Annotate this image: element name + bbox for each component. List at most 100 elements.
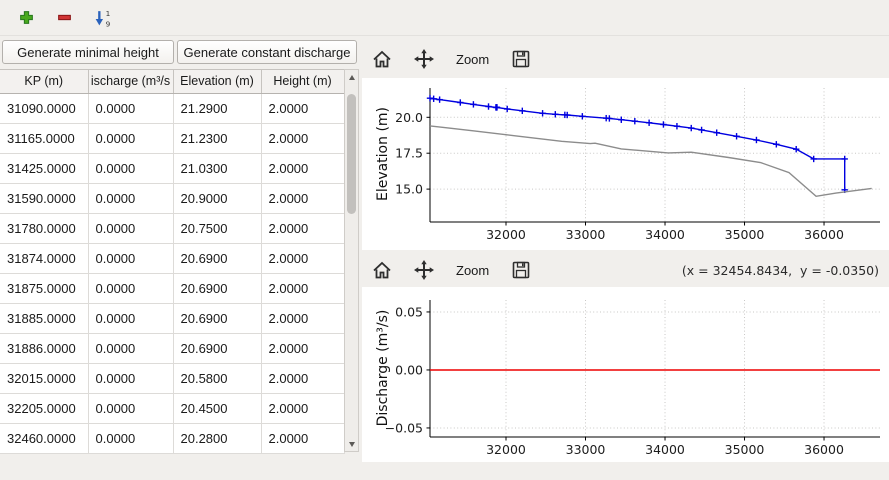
x-tick-label: 35000: [725, 227, 765, 242]
table-cell[interactable]: 2.0000: [261, 423, 345, 454]
y-tick-label: −0.05: [385, 420, 423, 435]
table-cell[interactable]: 20.6900: [173, 303, 262, 334]
y-tick-label: 15.0: [395, 182, 423, 197]
table-cell[interactable]: 0.0000: [88, 423, 174, 454]
generate-minimal-height-button[interactable]: Generate minimal height: [2, 40, 174, 64]
table-row[interactable]: 32015.0000 0.0000 20.5800 2.0000: [0, 363, 345, 394]
save-button[interactable]: [507, 256, 535, 284]
table-cell[interactable]: 2.0000: [261, 213, 345, 244]
table-cell[interactable]: 0.0000: [88, 363, 174, 394]
table-cell[interactable]: 20.6900: [173, 243, 262, 274]
bed-elevation-profile: [429, 125, 872, 198]
table-header-cell[interactable]: Elevation (m): [173, 70, 262, 94]
x-tick-label: 34000: [645, 227, 685, 242]
table-cell[interactable]: 31886.0000: [0, 333, 89, 364]
table-header-cell[interactable]: ischarge (m³/s: [88, 70, 174, 94]
table-cell[interactable]: 31590.0000: [0, 183, 89, 214]
x-tick-label: 34000: [645, 442, 685, 457]
elevation-chart[interactable]: 32000 33000 34000 35000 36000 15.0 17.5 20.0: [362, 78, 889, 250]
x-tick-label: 36000: [804, 227, 844, 242]
home-button[interactable]: [368, 256, 396, 284]
table-cell[interactable]: 0.0000: [88, 213, 174, 244]
add-row-button[interactable]: [12, 4, 40, 32]
table-cell[interactable]: 31874.0000: [0, 243, 89, 274]
table-cell[interactable]: 0.0000: [88, 333, 174, 364]
table-cell[interactable]: 2.0000: [261, 393, 345, 424]
table-row[interactable]: 31780.0000 0.0000 20.7500 2.0000: [0, 213, 345, 244]
table-row[interactable]: 32205.0000 0.0000 20.4500 2.0000: [0, 393, 345, 424]
sort-ascending-1-9-icon: 1 9: [95, 8, 110, 28]
table-cell[interactable]: 31425.0000: [0, 153, 89, 184]
table-row[interactable]: 31090.0000 0.0000 21.2900 2.0000: [0, 93, 345, 124]
table-cell[interactable]: 2.0000: [261, 123, 345, 154]
table-cell[interactable]: 0.0000: [88, 123, 174, 154]
scrollbar-up-button[interactable]: [345, 71, 358, 83]
remove-row-button[interactable]: [50, 4, 78, 32]
table-cell[interactable]: 0.0000: [88, 273, 174, 304]
table-cell[interactable]: 31780.0000: [0, 213, 89, 244]
save-button[interactable]: [507, 45, 535, 73]
table-cell[interactable]: 20.5800: [173, 363, 262, 394]
table-cell[interactable]: 31885.0000: [0, 303, 89, 334]
table-cell[interactable]: 20.9000: [173, 183, 262, 214]
table-cell[interactable]: 2.0000: [261, 153, 345, 184]
table-cell[interactable]: 20.4500: [173, 393, 262, 424]
pan-button[interactable]: [410, 256, 438, 284]
table-cell[interactable]: 2.0000: [261, 333, 345, 364]
y-tick-label: 0.05: [395, 304, 423, 319]
table-cell[interactable]: 31165.0000: [0, 123, 89, 154]
table-header-cell[interactable]: Height (m): [261, 70, 345, 94]
table-row[interactable]: 31875.0000 0.0000 20.6900 2.0000: [0, 273, 345, 304]
save-icon: [512, 50, 530, 68]
main-toolbar: 1 9: [0, 0, 889, 36]
table-cell[interactable]: 2.0000: [261, 183, 345, 214]
scrollbar-thumb[interactable]: [347, 94, 356, 214]
table-cell[interactable]: 21.2900: [173, 93, 262, 124]
home-button[interactable]: [368, 45, 396, 73]
table-cell[interactable]: 32460.0000: [0, 423, 89, 454]
table-row[interactable]: 31590.0000 0.0000 20.9000 2.0000: [0, 183, 345, 214]
zoom-button[interactable]: Zoom: [452, 256, 493, 284]
table-cell[interactable]: 21.0300: [173, 153, 262, 184]
table-cell[interactable]: 20.6900: [173, 273, 262, 304]
pan-button[interactable]: [410, 45, 438, 73]
table-scrollbar[interactable]: [344, 69, 359, 452]
zoom-button[interactable]: Zoom: [452, 45, 493, 73]
table-row[interactable]: 31425.0000 0.0000 21.0300 2.0000: [0, 153, 345, 184]
table-row[interactable]: 31165.0000 0.0000 21.2300 2.0000: [0, 123, 345, 154]
elevation-plot-toolbar: Zoom: [368, 44, 535, 74]
elevation-figure: Elevation (m) 32000 33000 34000 35000 36000 1…: [362, 78, 889, 250]
table-cell[interactable]: 2.0000: [261, 243, 345, 274]
table-cell[interactable]: 2.0000: [261, 303, 345, 334]
table-cell[interactable]: 32015.0000: [0, 363, 89, 394]
table-cell[interactable]: 0.0000: [88, 93, 174, 124]
water-elevation-profile: [429, 97, 846, 190]
table-cell[interactable]: 2.0000: [261, 93, 345, 124]
discharge-chart[interactable]: 32000 33000 34000 35000 36000 0.05 0.00 −0.05: [362, 287, 889, 462]
table-cell[interactable]: 0.0000: [88, 303, 174, 334]
scrollbar-down-button[interactable]: [345, 438, 358, 450]
table-cell[interactable]: 20.6900: [173, 333, 262, 364]
sort-button[interactable]: 1 9: [88, 4, 116, 32]
discharge-figure: Discharge (m³/s) 32000 33000 34000 35000 360…: [362, 287, 889, 462]
table-header-row: KP (m) ischarge (m³/s Elevation (m) Height …: [0, 70, 345, 94]
table-header-cell[interactable]: KP (m): [0, 70, 89, 94]
table-cell[interactable]: 20.7500: [173, 213, 262, 244]
table-cell[interactable]: 0.0000: [88, 183, 174, 214]
table-cell[interactable]: 0.0000: [88, 243, 174, 274]
table-cell[interactable]: 31875.0000: [0, 273, 89, 304]
table-row[interactable]: 31886.0000 0.0000 20.6900 2.0000: [0, 333, 345, 364]
table-cell[interactable]: 32205.0000: [0, 393, 89, 424]
table-cell[interactable]: 21.2300: [173, 123, 262, 154]
x-tick-label: 32000: [486, 227, 526, 242]
table-row[interactable]: 31874.0000 0.0000 20.6900 2.0000: [0, 243, 345, 274]
table-cell[interactable]: 2.0000: [261, 273, 345, 304]
generate-constant-discharge-button[interactable]: Generate constant discharge: [177, 40, 357, 64]
table-cell[interactable]: 0.0000: [88, 153, 174, 184]
table-cell[interactable]: 20.2800: [173, 423, 262, 454]
table-row[interactable]: 31885.0000 0.0000 20.6900 2.0000: [0, 303, 345, 334]
table-cell[interactable]: 2.0000: [261, 363, 345, 394]
table-cell[interactable]: 31090.0000: [0, 93, 89, 124]
table-row[interactable]: 32460.0000 0.0000 20.2800 2.0000: [0, 423, 345, 454]
table-cell[interactable]: 0.0000: [88, 393, 174, 424]
